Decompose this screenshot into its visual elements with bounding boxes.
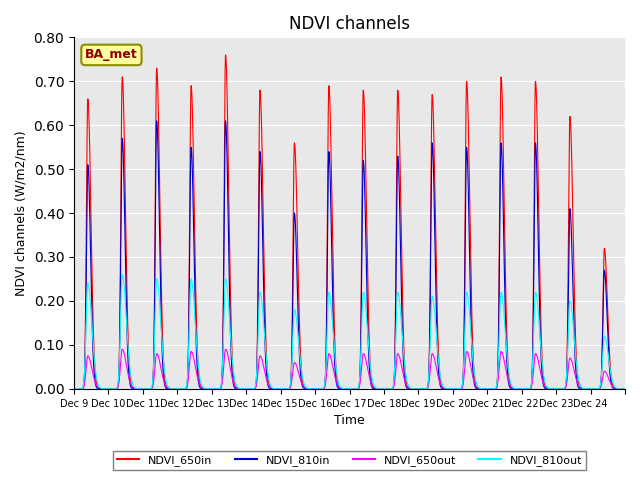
- Y-axis label: NDVI channels (W/m2/nm): NDVI channels (W/m2/nm): [15, 130, 28, 296]
- Legend: NDVI_650in, NDVI_810in, NDVI_650out, NDVI_810out: NDVI_650in, NDVI_810in, NDVI_650out, NDV…: [113, 451, 586, 470]
- Title: NDVI channels: NDVI channels: [289, 15, 410, 33]
- Text: BA_met: BA_met: [85, 48, 138, 61]
- X-axis label: Time: Time: [334, 414, 365, 427]
